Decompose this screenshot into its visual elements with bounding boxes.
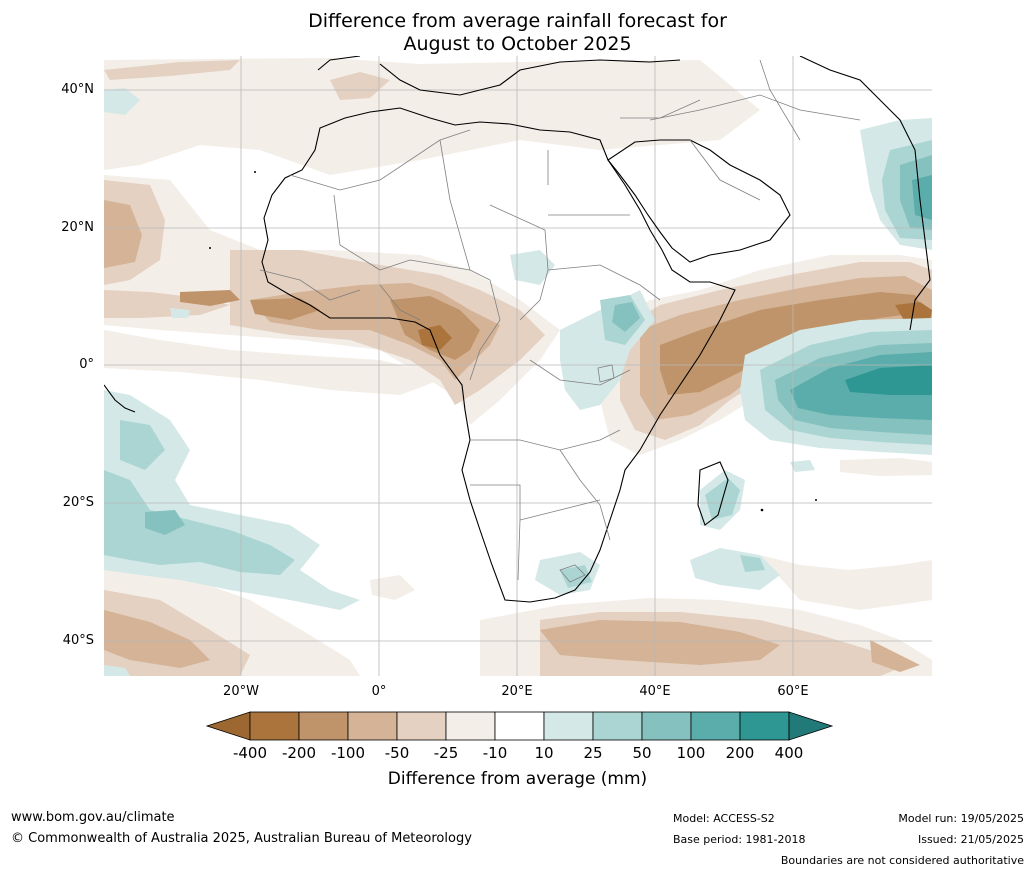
footer-disclaimer: Boundaries are not considered authoritat…	[780, 854, 1024, 867]
graticule	[104, 56, 932, 676]
islands	[209, 171, 817, 512]
lat-label-20s: 20°S	[62, 495, 94, 510]
lon-label-60e: 60°E	[777, 684, 809, 699]
lon-label-40e: 40°E	[639, 684, 671, 699]
colorbar-extend-high	[788, 711, 834, 741]
map-title-line-2: August to October 2025	[403, 33, 632, 55]
colorbar-swatch	[445, 711, 496, 741]
colorbar-swatch	[690, 711, 741, 741]
colorbar-swatch	[494, 711, 545, 741]
colorbar-tick-label: 200	[725, 744, 755, 762]
colorbar-swatch	[543, 711, 594, 741]
colorbar-tick-label: -10	[482, 744, 508, 762]
footer-model-run: Model run: 19/05/2025	[898, 812, 1024, 825]
colorbar-tick-label: -100	[330, 744, 366, 762]
colorbar-tick-label: 100	[676, 744, 706, 762]
colorbar-tick-label: -50	[384, 744, 410, 762]
lon-label-0: 0°	[371, 684, 387, 699]
colorbar-tick-label: 10	[534, 744, 554, 762]
map-title: Difference from average rainfall forecas…	[0, 10, 1035, 56]
footer-base-period: Base period: 1981-2018	[673, 833, 806, 846]
colorbar-swatch	[249, 711, 300, 741]
colorbar-tick-label: 50	[632, 744, 652, 762]
lat-label-equator: 0°	[79, 357, 94, 372]
colorbar-label: Difference from average (mm)	[387, 769, 648, 789]
colorbar-swatch	[396, 711, 447, 741]
lat-label-20n: 20°N	[61, 220, 94, 235]
footer-website: www.bom.gov.au/climate	[11, 810, 175, 825]
colorbar-tick-label: 400	[774, 744, 804, 762]
lon-label-20e: 20°E	[501, 684, 533, 699]
colorbar-tick-label: 25	[583, 744, 603, 762]
colorbar-swatch	[298, 711, 349, 741]
colorbar-swatch	[347, 711, 398, 741]
footer-copyright: © Commonwealth of Australia 2025, Austra…	[11, 831, 472, 846]
lat-label-40s: 40°S	[62, 633, 94, 648]
colorbar	[205, 711, 834, 741]
lat-label-40n: 40°N	[61, 82, 94, 97]
colorbar-extend-low	[205, 711, 251, 741]
colorbar-tick-label: -400	[232, 744, 268, 762]
footer-issued: Issued: 21/05/2025	[917, 833, 1024, 846]
anomaly-band-plus-200	[845, 365, 932, 395]
colorbar-swatch	[739, 711, 790, 741]
colorbar-swatch	[641, 711, 692, 741]
map-title-line-1: Difference from average rainfall forecas…	[308, 10, 727, 32]
lon-label-20w: 20°W	[223, 684, 259, 699]
country-borders	[259, 59, 861, 583]
footer-model: Model: ACCESS-S2	[673, 812, 775, 825]
colorbar-tick-label: -25	[433, 744, 459, 762]
colorbar-swatch	[592, 711, 643, 741]
colorbar-tick-label: -200	[281, 744, 317, 762]
